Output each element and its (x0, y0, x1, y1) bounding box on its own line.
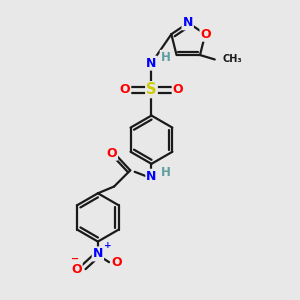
Text: CH₃: CH₃ (223, 55, 243, 64)
Text: O: O (111, 256, 122, 269)
Text: N: N (93, 248, 103, 260)
Text: O: O (200, 28, 211, 41)
Text: O: O (120, 83, 130, 96)
Text: O: O (173, 83, 183, 96)
Text: N: N (182, 16, 193, 29)
Text: H: H (161, 51, 170, 64)
Text: N: N (146, 170, 157, 183)
Text: O: O (106, 147, 117, 160)
Text: O: O (71, 263, 82, 276)
Text: −: − (70, 254, 79, 264)
Text: +: + (104, 241, 112, 250)
Text: S: S (146, 82, 157, 97)
Text: H: H (161, 166, 171, 179)
Text: N: N (146, 57, 157, 70)
